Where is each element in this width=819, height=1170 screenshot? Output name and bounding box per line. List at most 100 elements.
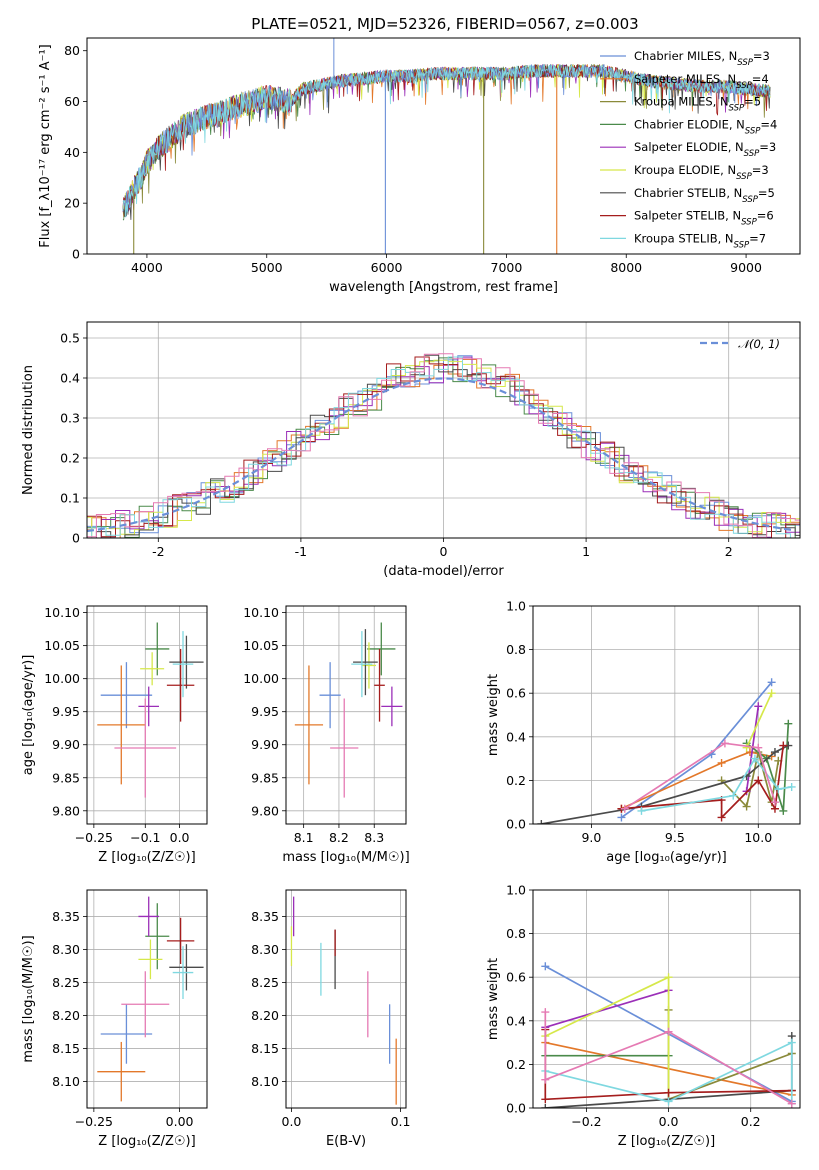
y-tick-label: 0.6 — [506, 970, 526, 985]
age-vs-z-panel: −0.25 −0.1 0.0 9.80 9.85 9.90 9.95 10.00 10.05 10… — [21, 605, 208, 865]
x-axis-label: age [log₁₀(age/yr)] — [606, 850, 727, 865]
y-tick-label: 8.25 — [251, 975, 279, 990]
errorbar-group — [294, 622, 403, 798]
weight-marker — [541, 1104, 550, 1108]
x-tick-label: −0.1 — [130, 830, 160, 845]
y-tick-label: 10.05 — [243, 638, 279, 653]
legend-entry-prefix: Kroupa STELIB, N — [634, 231, 734, 245]
legend-entry-label: Chabrier ELODIE, NSSP=4 — [634, 117, 777, 136]
figure-title: PLATE=0521, MJD=52326, FIBERID=0567, z=0… — [251, 15, 638, 33]
legend-entry-label: Salpeter ELODIE, NSSP=3 — [634, 140, 776, 159]
x-tick-label: 8.3 — [364, 830, 384, 845]
histogram-step — [87, 359, 800, 538]
y-tick-label: 0 — [72, 247, 80, 262]
weight-line — [545, 989, 669, 1029]
weight-marker — [787, 1038, 796, 1047]
x-tick-label: −0.25 — [75, 1114, 113, 1129]
weight-marker — [720, 739, 729, 748]
y-tick-label: 8.10 — [251, 1074, 279, 1089]
y-tick-label: 9.90 — [251, 737, 279, 752]
weight-marker — [774, 785, 783, 794]
x-tick-label: 0 — [440, 544, 448, 559]
weight-marker — [664, 1097, 673, 1106]
weight-marker — [787, 1099, 796, 1108]
legend-entry-subscript: SSP — [734, 240, 750, 250]
weight-line — [624, 742, 776, 810]
y-tick-label: 9.85 — [52, 770, 80, 785]
weight-marker — [541, 962, 550, 971]
axes-frame — [532, 889, 801, 1109]
axes-frame — [86, 37, 801, 255]
legend-entry-prefix: Chabrier MILES, N — [634, 49, 737, 63]
axes-frame — [285, 605, 407, 825]
legend-entry-label: 𝒩(0, 1) — [738, 337, 780, 351]
age-vs-mass-panel: 8.1 8.2 8.3 9.80 9.85 9.90 9.95 10.00 10.05 10.10… — [243, 605, 409, 865]
weight-marker — [717, 758, 726, 767]
legend-entry-prefix: Chabrier STELIB, N — [634, 186, 742, 200]
weight-marker — [541, 1075, 550, 1084]
axes-frame — [86, 321, 801, 539]
y-tick-label: 0.0 — [506, 817, 526, 832]
y-tick-label: 0.8 — [506, 926, 526, 941]
legend-entry-suffix: =6 — [757, 209, 774, 223]
legend-entry-suffix: =7 — [749, 231, 766, 245]
weight-marker — [617, 813, 626, 822]
y-tick-label: 8.15 — [251, 1041, 279, 1056]
histogram-step — [87, 356, 800, 538]
weight-marker — [754, 743, 763, 752]
y-tick-label: 9.95 — [52, 704, 80, 719]
legend-entry-suffix: =3 — [752, 163, 769, 177]
weight-marker — [754, 776, 763, 785]
y-tick-label: 0.4 — [506, 729, 526, 744]
legend-entry-prefix: Salpeter MILES, N — [634, 72, 736, 86]
y-tick-label: 8.20 — [52, 1008, 80, 1023]
weight-marker — [664, 973, 673, 982]
spectrum-series-group — [122, 38, 771, 254]
y-tick-label: 0.3 — [60, 411, 80, 426]
errorbar-group — [97, 622, 204, 798]
legend-entry-suffix: =4 — [752, 72, 769, 86]
legend-entry-prefix: Kroupa MILES, N — [634, 95, 729, 109]
x-axis-label: (data-model)/error — [383, 564, 504, 579]
y-tick-label: 1.0 — [506, 599, 526, 614]
residuals-panel: -2 -1 0 1 2 0 0.1 0.2 0.3 0.4 0.5 (data-model)/erro… — [21, 321, 801, 579]
y-tick-label: 8.35 — [251, 909, 279, 924]
x-tick-label: 8.2 — [329, 830, 349, 845]
legend-entry-subscript: SSP — [737, 58, 753, 68]
normal-curve — [87, 377, 795, 533]
axes-frame — [532, 605, 801, 825]
legend-entry-label: Chabrier MILES, NSSP=3 — [634, 49, 770, 68]
weight-line — [621, 745, 785, 819]
x-axis-label: Z [log₁₀(Z/Z☉)] — [98, 1134, 195, 1149]
y-tick-label: 8.30 — [251, 942, 279, 957]
weight-marker — [729, 791, 738, 800]
y-tick-label: 60 — [64, 94, 80, 109]
weight-marker — [637, 806, 646, 815]
y-tick-label: 0.5 — [60, 331, 80, 346]
weight-vs-age-panel: 9.0 9.5 10.0 0.0 0.2 0.4 0.6 0.8 1.0 age [log₁₀(a… — [486, 599, 801, 865]
x-axis-label: mass [log₁₀(M/M☉)] — [282, 850, 409, 865]
legend-entry-label: Kroupa MILES, NSSP=5 — [634, 95, 761, 114]
legend-entry-label: Kroupa ELODIE, NSSP=3 — [634, 163, 769, 182]
y-tick-label: 10.00 — [243, 671, 279, 686]
legend-entry-label: Chabrier STELIB, NSSP=5 — [634, 186, 775, 205]
legend-entry-suffix: =5 — [744, 95, 761, 109]
weight-marker — [770, 798, 779, 807]
weight-marker — [784, 719, 793, 728]
spectrum-line-9 — [122, 64, 771, 218]
y-axis-label: age [log₁₀(age/yr)] — [21, 655, 36, 776]
weight-marker — [767, 689, 776, 698]
legend-entry-label: Salpeter STELIB, NSSP=6 — [634, 209, 774, 228]
weight-line — [745, 706, 760, 792]
y-tick-label: 0.4 — [60, 371, 80, 386]
x-tick-label: 8.1 — [294, 830, 314, 845]
legend-entry-subscript: SSP — [729, 104, 745, 114]
histogram-step — [87, 357, 800, 538]
y-axis-label: mass [log₁₀(M/M☉)] — [21, 935, 36, 1062]
x-tick-label: 0.00 — [166, 1114, 194, 1129]
axes-frame — [86, 889, 208, 1109]
legend-entry-subscript: SSP — [742, 195, 758, 205]
x-tick-label: −0.2 — [571, 1114, 601, 1129]
x-tick-label: 8000 — [610, 260, 642, 275]
weight-vs-z-panel: −0.2 0.0 0.2 0.0 0.2 0.4 0.6 0.8 1.0 Z [log₁₀(Z/Z… — [486, 883, 801, 1149]
